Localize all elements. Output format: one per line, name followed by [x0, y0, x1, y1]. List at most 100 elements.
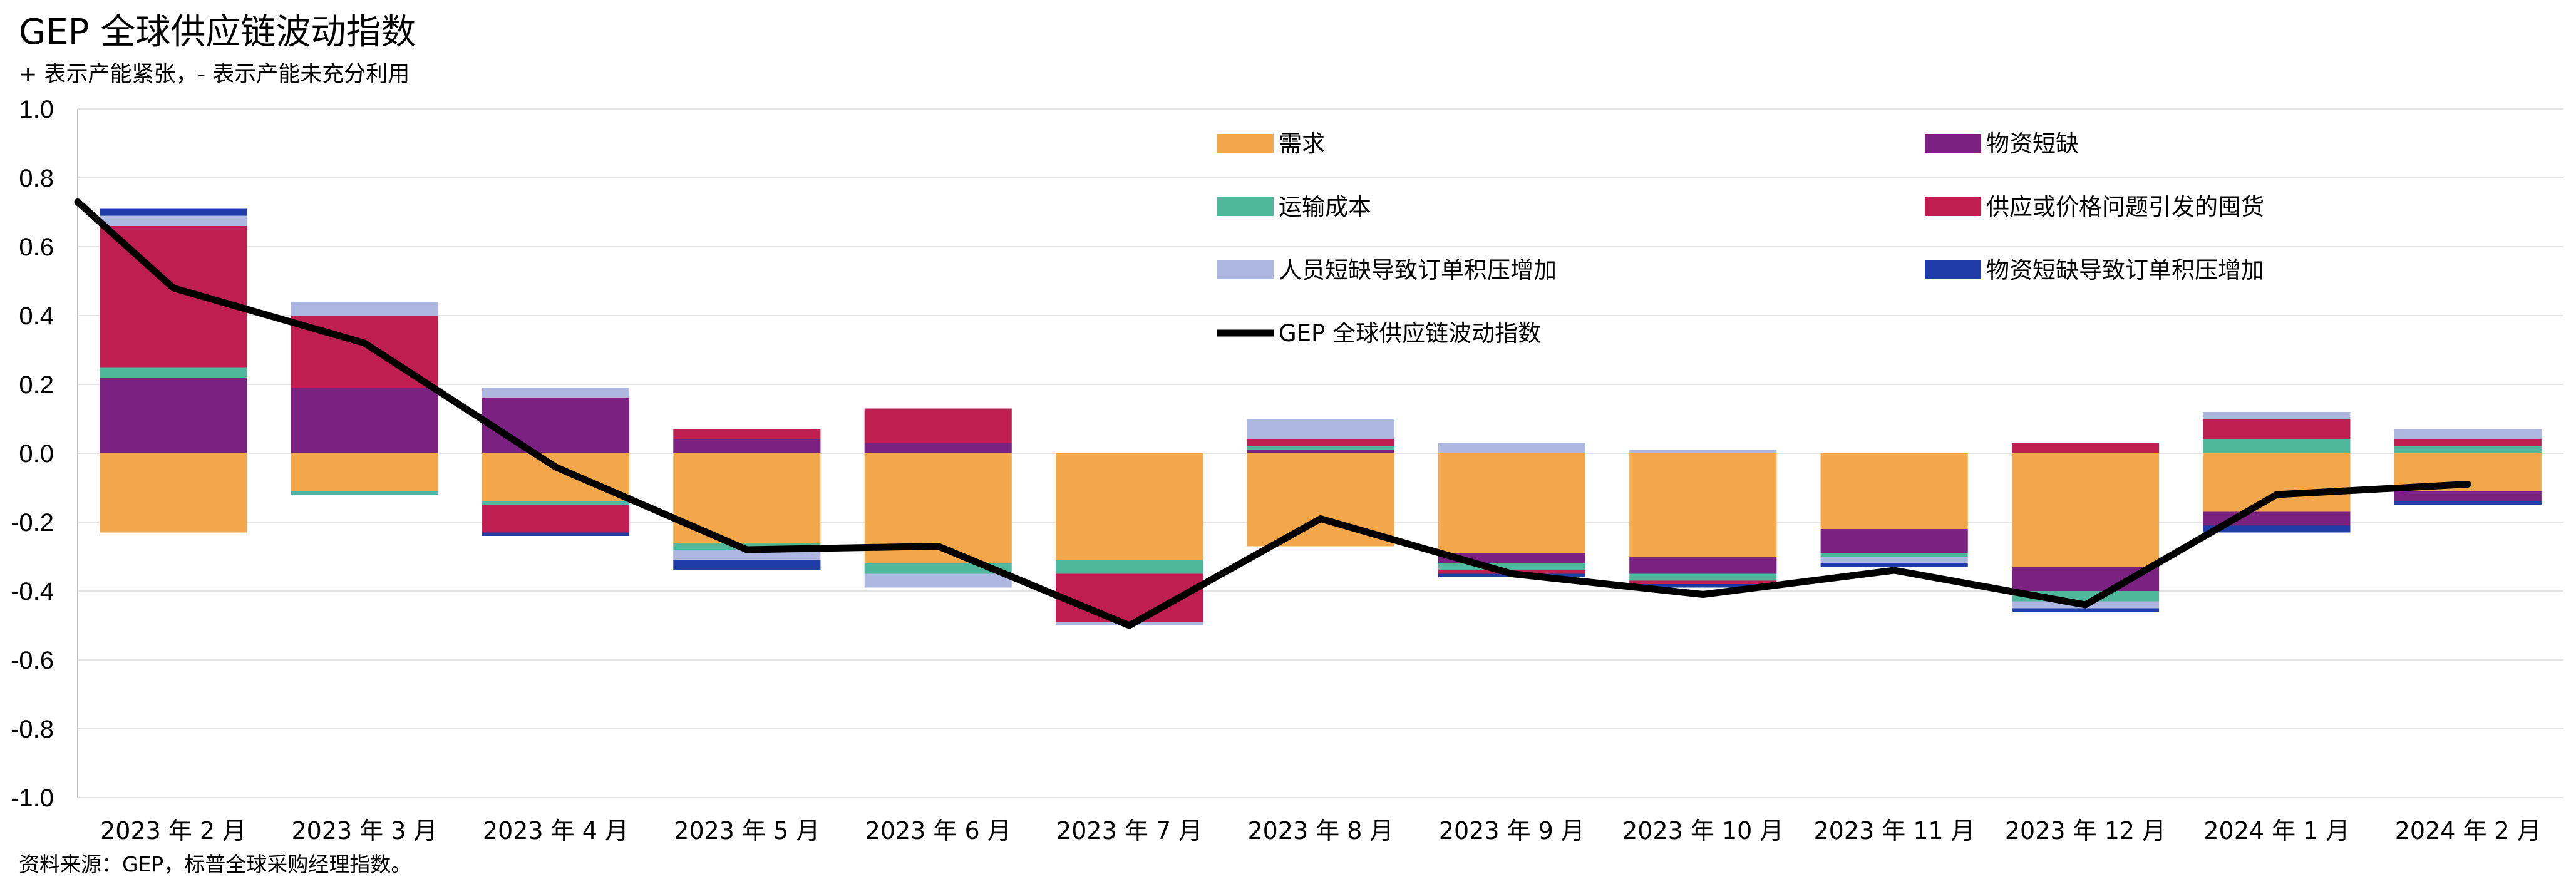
line-point [1128, 625, 1130, 626]
bar-segment [1629, 453, 1777, 557]
bar-segment [864, 563, 1012, 574]
y-axis: 1.0 0.8 0.6 0.4 0.2 0.0 -0.2 -0.4 -0.6 -0.8 -1.0 [11, 96, 78, 812]
bar-segment [2011, 453, 2160, 567]
bar-segment [100, 215, 247, 226]
y-tick-label: -0.4 [11, 578, 54, 605]
y-tick-label: 0.0 [19, 440, 54, 468]
bar-segment [864, 443, 1012, 453]
y-tick-label: -0.2 [11, 509, 54, 537]
bar-segment [1629, 584, 1777, 588]
line-point [364, 342, 366, 344]
chart-source: 资料来源：GEP，标普全球采购经理指数。 [19, 852, 411, 876]
bar-segment [864, 573, 1012, 588]
bar-segment [1438, 563, 1585, 570]
x-tick-label: 2023 年 2 月 [100, 817, 246, 845]
y-tick-label: 0.2 [19, 371, 54, 399]
bar-segment [482, 398, 630, 453]
line-point [555, 466, 557, 468]
line-point [1320, 518, 1321, 520]
bar-segment [482, 501, 630, 505]
line-point [1702, 594, 1704, 595]
bar-segment [1820, 553, 1968, 557]
x-tick-label: 2023 年 3 月 [292, 817, 438, 845]
legend-label: 需求 [1279, 130, 1325, 157]
bar-segment [482, 453, 630, 501]
legend-label: 物资短缺 [1986, 130, 2079, 157]
bar-segment [2394, 501, 2542, 505]
line-point [937, 545, 939, 547]
legend-label: 人员短缺导致订单积压增加 [1279, 257, 1557, 284]
x-tick-label: 2023 年 9 月 [1439, 817, 1585, 845]
bar-segment [2011, 443, 2160, 453]
bar-segment [291, 491, 438, 495]
bar-segment [2203, 453, 2351, 512]
line-point [1511, 573, 1513, 575]
legend-swatch [1217, 134, 1274, 153]
bar-segment [1820, 563, 1968, 567]
line-point [746, 549, 748, 550]
x-tick-label: 2023 年 12 月 [2005, 817, 2166, 845]
x-tick-label: 2023 年 8 月 [1247, 817, 1393, 845]
bar-segment [100, 367, 247, 378]
legend-label: GEP 全球供应链波动指数 [1279, 320, 1541, 347]
bar-segment [2394, 429, 2542, 440]
y-tick-label: -1.0 [11, 784, 54, 812]
legend-swatch [1925, 197, 1981, 216]
bar-segment [1629, 580, 1777, 584]
bar-segment [291, 388, 438, 453]
bar-segment [2394, 491, 2542, 501]
bars [100, 208, 2542, 625]
legend-label: 物资短缺导致订单积压增加 [1986, 257, 2264, 284]
bar-segment [2203, 419, 2351, 440]
bar-segment [1629, 450, 1777, 453]
chart-title: GEP 全球供应链波动指数 [19, 12, 416, 53]
bar-segment [1438, 443, 1585, 453]
bar-segment [1056, 453, 1203, 560]
bar-segment [1438, 453, 1585, 553]
bar-segment [1820, 453, 1968, 529]
x-tick-label: 2024 年 1 月 [2203, 817, 2349, 845]
bar-segment [1820, 557, 1968, 563]
legend-swatch [1217, 260, 1274, 279]
bar-segment [1247, 419, 1394, 440]
line-point [1893, 570, 1895, 571]
bar-segment [673, 560, 821, 570]
line-point [2084, 604, 2086, 605]
x-tick-label: 2023 年 5 月 [674, 817, 820, 845]
bar-segment [100, 208, 247, 216]
legend-swatch [1925, 134, 1981, 153]
x-tick-label: 2023 年 6 月 [865, 817, 1011, 845]
bar-segment [2011, 608, 2160, 612]
bar-segment [2203, 412, 2351, 419]
bar-segment [291, 302, 438, 316]
bar-segment [864, 408, 1012, 443]
index-line [74, 198, 2471, 629]
line-point [172, 287, 174, 289]
y-tick-label: 0.8 [19, 165, 54, 192]
bar-segment [1247, 440, 1394, 446]
legend-label: 运输成本 [1279, 193, 1371, 220]
legend-swatch [1217, 197, 1274, 216]
x-tick-label: 2023 年 4 月 [483, 817, 629, 845]
bar-segment [2203, 440, 2351, 453]
bar-segment [482, 388, 630, 398]
x-tick-label: 2023 年 10 月 [1622, 817, 1783, 845]
legend-swatch [1925, 260, 1981, 279]
legend-label: 供应或价格问题引发的囤货 [1986, 193, 2264, 220]
line-point [2275, 494, 2277, 495]
bar-segment [2394, 440, 2542, 446]
bar-segment [673, 429, 821, 440]
y-tick-label: -0.6 [11, 647, 54, 674]
x-axis: 2023 年 2 月 2023 年 3 月 2023 年 4 月 2023 年 5 月… [100, 817, 2541, 845]
bar-segment [1820, 529, 1968, 553]
bar-segment [100, 453, 247, 533]
bar-segment [673, 440, 821, 453]
y-tick-label: 0.4 [19, 302, 54, 330]
bar-segment [1247, 450, 1394, 453]
y-tick-label: 1.0 [19, 96, 54, 123]
bar-segment [1629, 557, 1777, 574]
x-tick-label: 2023 年 7 月 [1056, 817, 1202, 845]
bar-segment [2203, 525, 2351, 533]
chart-subtitle: + 表示产能紧张，- 表示产能未充分利用 [19, 62, 410, 87]
